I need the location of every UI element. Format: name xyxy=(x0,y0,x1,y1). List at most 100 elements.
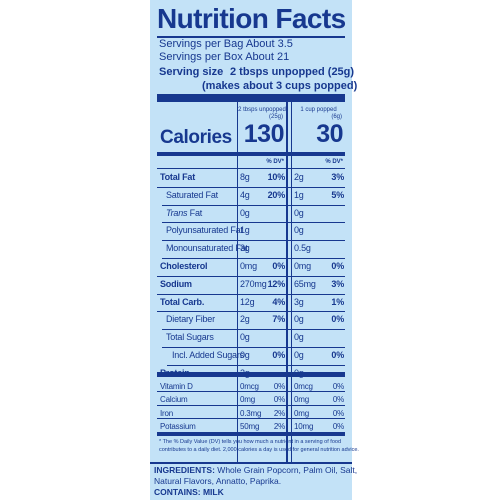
title-rule xyxy=(157,36,345,38)
serving-size-note: (makes about 3 cups popped) xyxy=(202,80,358,92)
row-divider xyxy=(157,404,345,406)
row-divider xyxy=(157,417,345,419)
nutrient-name: Potassium xyxy=(160,421,196,432)
dv-col2: 0% xyxy=(331,350,344,360)
nutrient-name: Incl. Added Sugars xyxy=(172,350,244,361)
amount-col2: 0g xyxy=(294,207,304,218)
amount-col1: 3g xyxy=(240,243,250,254)
nutrient-name-prefix: Trans xyxy=(166,207,188,218)
ingredients-label: INGREDIENTS: xyxy=(154,465,215,475)
nutrient-name-text: Fat xyxy=(187,207,203,218)
amount-col1: 270mg xyxy=(240,278,267,289)
servings-per-box: Servings per Box About 21 xyxy=(159,51,290,63)
amount-col1: 2g xyxy=(240,314,250,325)
dv-col1: 0% xyxy=(272,350,285,360)
amount-col2: 10mg xyxy=(294,421,314,431)
dv-header-col2: % DV* xyxy=(325,159,343,165)
amount-col1: 0g xyxy=(240,350,250,360)
nutrient-name: Cholesterol xyxy=(160,261,208,272)
col1-subheader: (25g) xyxy=(268,114,283,120)
amount-col1: 0mcg xyxy=(240,382,259,391)
column-divider-3 xyxy=(291,102,292,462)
calories-col2: 30 xyxy=(316,120,343,148)
nutrient-name: Total Carb. xyxy=(160,297,204,308)
nutrient-name: Total Sugars xyxy=(166,332,214,343)
dv-col2: 3% xyxy=(331,278,344,289)
row-divider xyxy=(157,311,345,313)
footnote-line-2: contributes to a daily diet. 2,000 calor… xyxy=(159,447,359,453)
row-divider xyxy=(167,364,345,366)
nutrient-name: Trans Fat xyxy=(166,208,202,219)
amount-col1: 8g xyxy=(240,172,250,182)
amount-col1: 0mg xyxy=(240,261,257,271)
nutrient-name-text: Total Sugars xyxy=(166,332,214,343)
ingredients: INGREDIENTS: Whole Grain Popcorn, Palm O… xyxy=(154,465,357,475)
serving-size-label: Serving size xyxy=(159,66,224,78)
nutrient-name-text: Vitamin D xyxy=(160,382,193,391)
nutrient-name-text: Polyunsaturated Fat xyxy=(166,225,243,236)
row-divider xyxy=(162,240,345,242)
row-divider xyxy=(157,186,345,188)
row-divider xyxy=(162,204,345,206)
dv-header-col1: % DV* xyxy=(266,159,284,165)
row-divider xyxy=(157,391,345,393)
nutrient-name-text: Sodium xyxy=(160,278,192,289)
contains-value: MILK xyxy=(202,487,224,497)
dv-col2: 5% xyxy=(331,189,344,200)
nutrient-name: Dietary Fiber xyxy=(166,314,215,325)
dv-col2: 1% xyxy=(331,296,344,307)
label-title: Nutrition Facts xyxy=(157,3,346,34)
footnote-rule xyxy=(157,432,345,436)
nutrient-name: Calcium xyxy=(160,394,188,405)
dv-col1: 0% xyxy=(273,382,285,391)
vitamins-rule xyxy=(157,372,345,377)
nutrient-name: Saturated Fat xyxy=(166,190,218,201)
amount-col1: 0.3mg xyxy=(240,408,262,418)
amount-col1: 12g xyxy=(240,296,255,307)
dv-col1: 2% xyxy=(273,421,285,431)
nutrition-facts-label: Nutrition Facts Servings per Bag About 3… xyxy=(150,0,359,500)
amount-col2: 0g xyxy=(294,350,304,360)
contains: CONTAINS: MILK xyxy=(154,487,224,497)
amount-col2: 0g xyxy=(294,314,304,325)
nutrient-name: Iron xyxy=(160,408,173,419)
amount-col2: 0mg xyxy=(294,261,311,271)
bottom-rule xyxy=(150,462,352,464)
servings-per-bag: Servings per Bag About 3.5 xyxy=(159,38,293,50)
column-divider-2 xyxy=(286,102,288,462)
nutrient-name-text: Monounsaturated Fat xyxy=(166,243,248,254)
amount-col1: 0g xyxy=(240,332,250,343)
dv-col1: 4% xyxy=(272,296,285,307)
amount-col2: 0mcg xyxy=(294,382,313,391)
dv-col1: 12% xyxy=(267,278,286,289)
dv-header-rule xyxy=(157,168,345,169)
nutrient-name: Total Fat xyxy=(160,172,195,183)
dv-col2: 0% xyxy=(331,314,344,325)
nutrient-name: Polyunsaturated Fat xyxy=(166,225,243,236)
amount-col1: 50mg xyxy=(240,421,260,431)
amount-col2: 0mg xyxy=(294,395,309,405)
row-divider xyxy=(162,258,345,259)
dv-col1: 7% xyxy=(272,314,285,325)
dv-col2: 0% xyxy=(332,408,344,418)
amount-col1: 4g xyxy=(240,189,250,200)
amount-col1: 0g xyxy=(240,207,250,218)
nutrient-name-text: Total Carb. xyxy=(160,296,205,307)
footnote-line-1: * The % Daily Value (DV) tells you how m… xyxy=(159,439,341,445)
col2-subheader: (6g) xyxy=(331,114,342,120)
dv-col2: 0% xyxy=(331,261,344,271)
amount-col2: 0mg xyxy=(294,408,309,418)
nutrient-name: Monounsaturated Fat xyxy=(166,243,248,254)
dv-col2: 0% xyxy=(332,382,344,391)
dv-col1: 10% xyxy=(267,172,286,182)
row-divider xyxy=(157,293,345,295)
calories-col1: 130 xyxy=(243,120,285,148)
col2-header: 1 cup popped xyxy=(300,107,337,113)
dv-col1: 2% xyxy=(273,408,285,418)
thick-rule-top xyxy=(157,94,345,102)
amount-col2: 3g xyxy=(294,296,304,307)
dv-col1: 20% xyxy=(267,189,286,200)
col1-header: 2 tbsps unpopped xyxy=(238,107,286,113)
calories-label: Calories xyxy=(160,127,232,148)
nutrient-name: Sodium xyxy=(160,279,192,290)
